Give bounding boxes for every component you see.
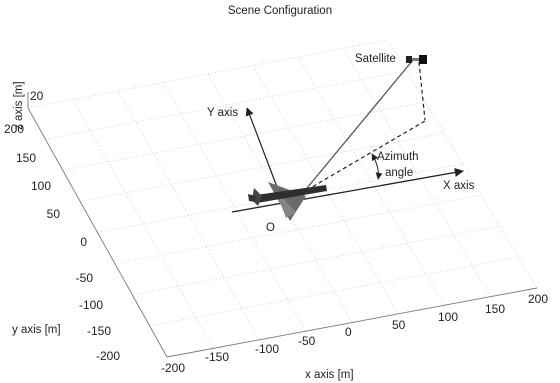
y-tick-label: 50 xyxy=(47,207,61,221)
grid-line-y xyxy=(114,194,482,265)
satellite-ray xyxy=(306,59,414,189)
x-tick-labels: -200 -150 -100 -50 0 50 100 150 200 xyxy=(161,292,548,375)
grid-line-x xyxy=(162,82,307,332)
aircraft-icon xyxy=(248,182,327,221)
y-tick-label: 100 xyxy=(31,179,51,193)
x-tick-label: -50 xyxy=(298,334,316,348)
satellite-label: Satellite xyxy=(355,53,396,65)
x-tick-label: 100 xyxy=(438,310,458,324)
grid-line-x xyxy=(342,48,492,297)
grid-line-y xyxy=(149,256,519,327)
x-axis-annotation: X axis xyxy=(443,180,475,192)
axis-box xyxy=(27,92,538,358)
x-tick-label: -200 xyxy=(161,361,185,375)
grid-line-x xyxy=(297,56,445,306)
y-tick-labels: -200 -150 -100 -50 0 50 100 150 200 xyxy=(4,122,120,363)
grid-line-x xyxy=(387,39,538,289)
figure-title: Scene Configuration xyxy=(227,5,333,17)
grid-line-y xyxy=(45,70,407,140)
z-tick-label: 20 xyxy=(30,89,44,103)
satellite-icon xyxy=(406,55,427,64)
grid-line-y xyxy=(62,101,426,171)
y-tick-label: -50 xyxy=(76,271,94,285)
y-tick-label: 0 xyxy=(80,235,87,249)
y-tick-label: 200 xyxy=(4,122,24,136)
y-tick-label: -100 xyxy=(79,298,103,312)
y-tick-label: -200 xyxy=(96,349,120,363)
satellite-ground-projection xyxy=(306,120,426,191)
azimuth-label-line1: Azimuth xyxy=(377,151,419,163)
grid-line-y xyxy=(27,39,389,109)
x-tick-label: -100 xyxy=(255,342,279,356)
x-tick-label: 0 xyxy=(345,325,352,339)
y-axis-label: y axis [m] xyxy=(12,324,61,336)
satellite-vertical-projection xyxy=(418,61,426,121)
x-tick-label: 50 xyxy=(392,318,406,332)
z-axis-label: z axis [m] xyxy=(13,81,25,130)
satellite-geometry xyxy=(306,59,426,191)
y-tick-label: 150 xyxy=(16,151,36,165)
x-axis-label: x axis [m] xyxy=(305,369,354,381)
grid-line-y xyxy=(97,163,463,233)
grid-line-y xyxy=(80,132,444,202)
y-axis-annotation: Y axis xyxy=(207,107,238,119)
azimuth-angle-arc xyxy=(371,153,383,180)
x-tick-label: 150 xyxy=(485,302,505,316)
azimuth-label-line2: angle xyxy=(385,167,413,179)
grid-line-y xyxy=(132,225,500,296)
grid-line-x xyxy=(72,99,214,349)
origin-label: O xyxy=(266,222,275,234)
x-axis-arrow xyxy=(231,167,464,213)
x-tick-label: -150 xyxy=(205,350,229,364)
y-tick-label: -150 xyxy=(87,324,111,338)
x-tick-label: 200 xyxy=(528,292,548,306)
